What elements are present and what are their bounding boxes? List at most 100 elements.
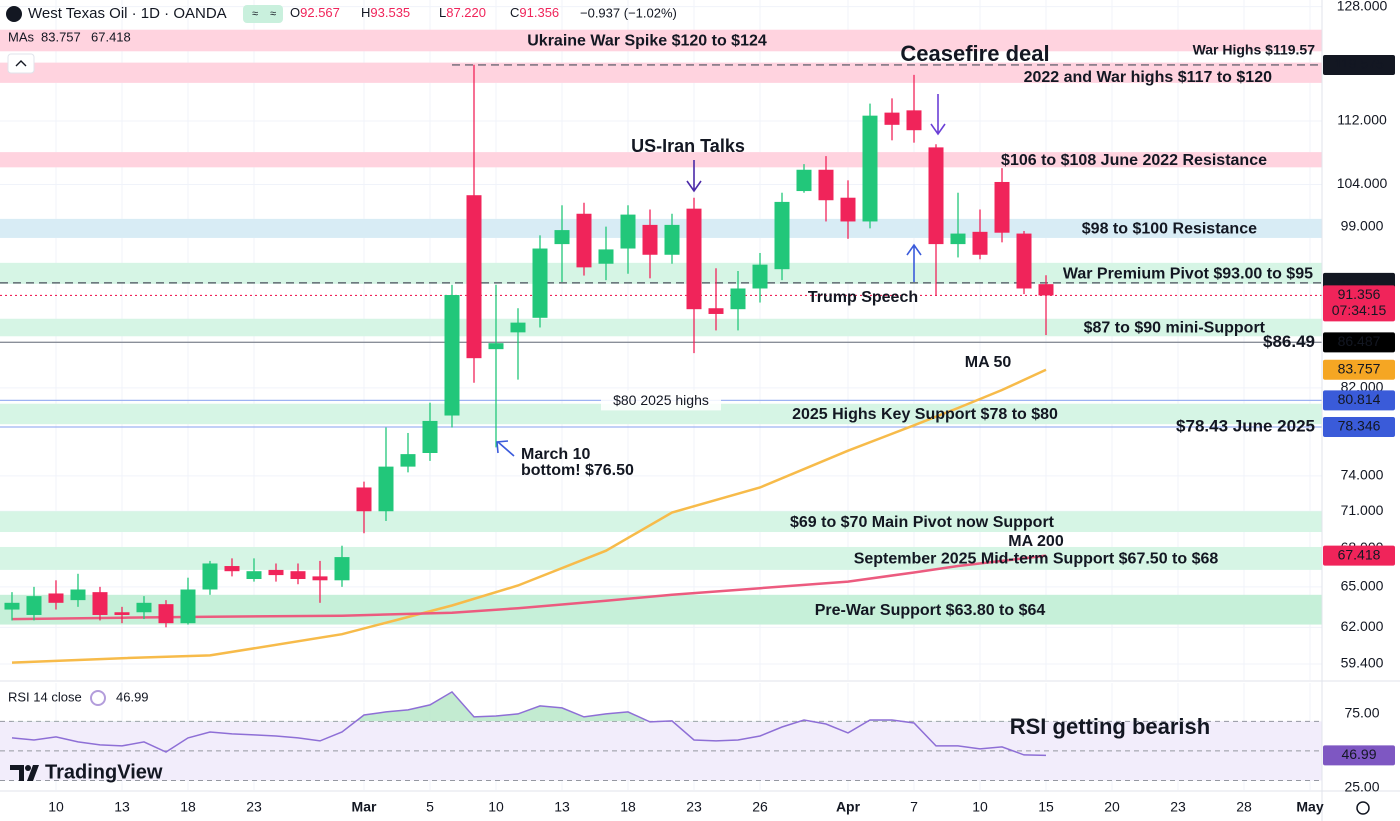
candle: [510, 308, 526, 380]
candle-body: [114, 612, 130, 615]
ma-line: [11, 554, 1047, 621]
chevron: [15, 60, 27, 67]
x-tick-label: 20: [1104, 799, 1120, 815]
ohlc-value: 93.535: [370, 5, 410, 20]
candle: [356, 481, 372, 534]
rsi-label: RSI 14 close: [8, 689, 82, 704]
symbol: West Texas Oil · 1D · OANDA: [28, 5, 227, 22]
candle: [554, 205, 570, 283]
candle-body: [48, 593, 64, 603]
candle: [26, 586, 42, 621]
moving-averages: [11, 368, 1047, 664]
price-tag-label: 46.99: [1341, 746, 1376, 762]
candle: [444, 284, 460, 428]
arrow: [686, 160, 702, 193]
y-tick-label: 65.000: [1341, 578, 1384, 594]
candle-body: [1016, 233, 1032, 289]
candle: [884, 98, 900, 141]
arrows: [496, 94, 946, 457]
candle: [950, 192, 966, 258]
rsi-tick-label: 75.00: [1344, 705, 1379, 721]
price-tag-label: 83.757: [1338, 360, 1381, 376]
candle-body: [1038, 284, 1054, 296]
brand: TradingView: [45, 761, 163, 783]
labels: Ukraine War Spike $120 to $124 2022 and W…: [521, 33, 1315, 739]
candle-body: [928, 147, 944, 245]
price-tag: [1323, 332, 1395, 353]
rsi-line: [11, 690, 1047, 757]
y-tick-label: 74.000: [1341, 467, 1384, 483]
zone-label: War Premium Pivot $93.00 to $95: [1063, 266, 1313, 283]
zone: [0, 594, 1322, 625]
x-tick-label: 10: [972, 799, 988, 815]
mas-label: MAs: [8, 29, 35, 44]
candle-body: [290, 571, 306, 579]
candle-body: [444, 295, 460, 416]
collapse-button[interactable]: [7, 53, 35, 74]
candle-body: [884, 112, 900, 125]
x-tick-label: 10: [48, 799, 64, 815]
rsi-pane: [0, 690, 1322, 782]
flag-button[interactable]: [243, 5, 283, 23]
candle: [664, 213, 680, 264]
candle: [180, 577, 196, 625]
x-tick-label: 26: [752, 799, 768, 815]
candle-body: [334, 557, 350, 581]
rsi-tick-label: 25.00: [1344, 779, 1379, 795]
rsi-icon: [90, 690, 106, 706]
candle-body: [642, 224, 658, 255]
x-tick-label: 15: [1038, 799, 1054, 815]
zone: [0, 152, 1322, 168]
logo: [10, 765, 39, 781]
ohlc-value: 87.220: [446, 5, 486, 20]
annotation: Ceasefire deal: [900, 41, 1049, 66]
candle: [290, 563, 306, 585]
candle-body: [136, 602, 152, 613]
price-tag: [1323, 745, 1395, 766]
x-tick-label: 13: [114, 799, 130, 815]
x-tick-label: 7: [910, 799, 918, 815]
ohlc-value: 92.567: [300, 5, 340, 20]
price-tag-label: 119.575: [1334, 56, 1384, 72]
candle-body: [26, 596, 42, 615]
candle-body: [180, 589, 196, 624]
zone: [0, 318, 1322, 337]
candle-body: [598, 249, 614, 264]
arrow: [496, 440, 515, 457]
price-tag-label: 78.346: [1338, 418, 1381, 434]
levels: [0, 64, 1322, 428]
annotation: bottom! $76.50: [521, 462, 634, 479]
ohlc-key: C: [510, 5, 519, 20]
candle: [708, 268, 724, 331]
price-tag-label: 91.356: [1338, 286, 1381, 302]
rsi-overbought-fill: [11, 691, 1047, 722]
zone-label: 2025 Highs Key Support $78 to $80: [792, 406, 1058, 423]
candle: [4, 592, 20, 621]
price-tag-label: 80.814: [1338, 391, 1381, 407]
candle: [532, 235, 548, 328]
logo-dot: [25, 765, 31, 771]
ohlc-key: H: [361, 5, 370, 20]
zone-label: Pre-War Support $63.80 to $64: [815, 602, 1046, 619]
candle: [796, 164, 812, 193]
ma-label: MA 200: [1008, 533, 1064, 550]
ohlc: O92.567 H93.535 L87.220 C91.356 −0.937 (−1.0…: [290, 5, 677, 20]
candle-body: [202, 563, 218, 590]
candle: [994, 168, 1010, 243]
candle-body: [972, 231, 988, 255]
zone: [0, 62, 1322, 83]
zone: [0, 29, 1322, 52]
candle: [906, 74, 922, 143]
flag-icon: ≈: [270, 8, 276, 20]
candle-body: [620, 214, 636, 249]
zone-label: Ukraine War Spike $120 to $124: [527, 33, 767, 50]
candle-body: [466, 195, 482, 359]
settings[interactable]: [1356, 801, 1370, 815]
candle-body: [554, 230, 570, 245]
annotation: US-Iran Talks: [631, 136, 745, 156]
candle-body: [488, 343, 504, 350]
ohlc-item: L87.220: [439, 5, 486, 20]
candle-body: [906, 110, 922, 131]
